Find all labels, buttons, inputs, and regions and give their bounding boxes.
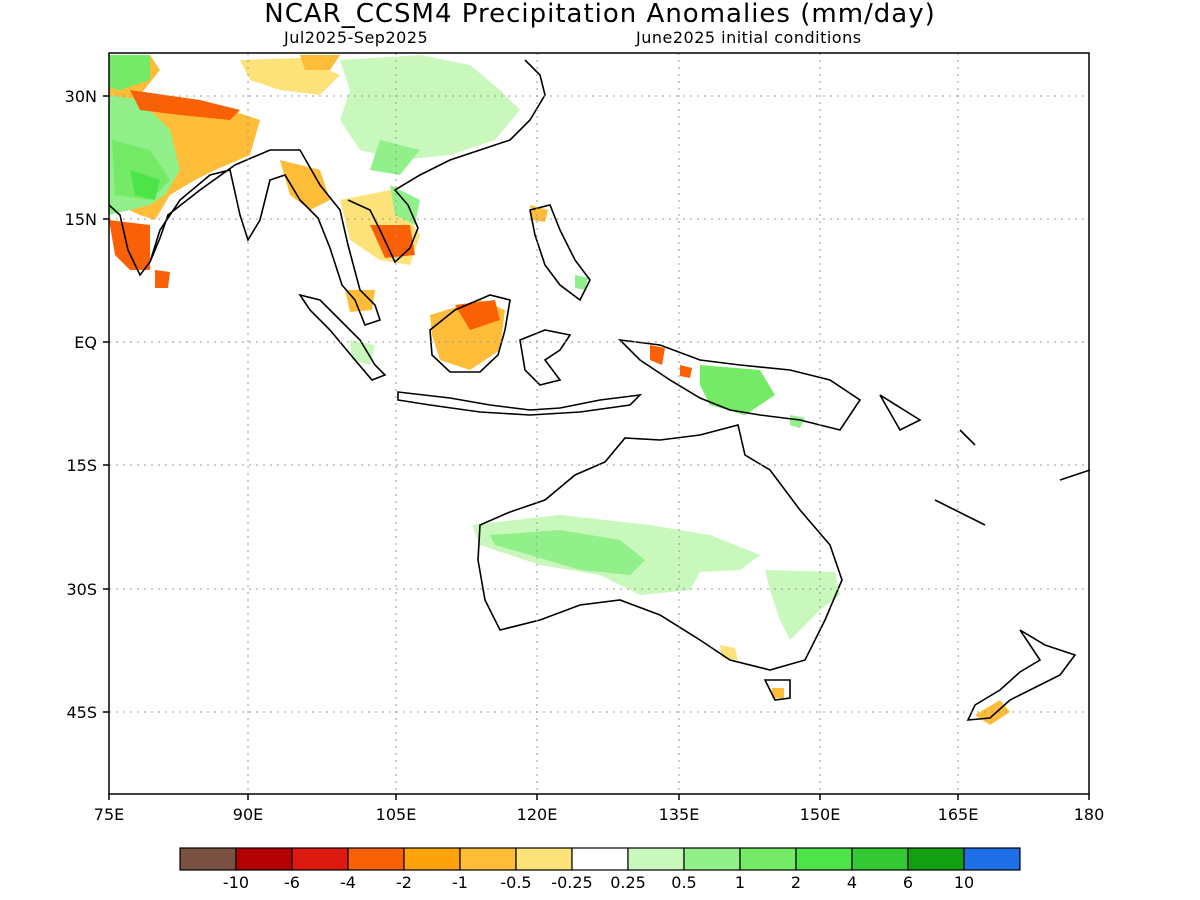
- anomaly-region-pakistan: [109, 55, 150, 90]
- lat-label: EQ: [74, 333, 97, 352]
- colorbar-swatch: [403, 847, 461, 871]
- lon-label: 90E: [233, 805, 263, 824]
- coastline-south-asia: [108, 149, 382, 326]
- map-frame: [108, 52, 1090, 795]
- colorbar-tick-label: -0.5: [500, 873, 531, 892]
- colorbar-swatch: [795, 847, 853, 871]
- colorbar-swatch: [739, 847, 797, 871]
- colorbar-swatch: [459, 847, 517, 871]
- lat-label: 15S: [66, 456, 97, 475]
- anomaly-region-new-guinea-spot: [680, 365, 692, 378]
- colorbar-swatch: [683, 847, 741, 871]
- anomaly-shading: [109, 55, 1010, 725]
- lon-label: 180: [1074, 805, 1105, 824]
- anomaly-region-myanmar: [280, 160, 330, 210]
- coastlines: [108, 59, 1091, 721]
- colorbar-tick-label: -1: [452, 873, 468, 892]
- anomaly-region-himalaya: [130, 90, 240, 120]
- colorbar-swatch: [907, 847, 965, 871]
- colorbar-tick-label: -4: [340, 873, 356, 892]
- coastline-sulawesi: [519, 329, 572, 386]
- coastline-pacific-islands: [879, 394, 1091, 526]
- lon-label: 75E: [94, 805, 124, 824]
- coastline-east-asia: [347, 59, 546, 264]
- anomaly-region-borneo-north: [455, 300, 500, 330]
- anomaly-region-new-guinea: [700, 365, 775, 415]
- colorbar-tick-label: 0.5: [671, 873, 696, 892]
- anomaly-region-srilanka: [155, 270, 170, 288]
- lon-label: 135E: [659, 805, 700, 824]
- colorbar-tick-label: -10: [223, 873, 249, 892]
- figure-title: NCAR_CCSM4 Precipitation Anomalies (mm/d…: [264, 0, 936, 29]
- colorbar-tick-label: -6: [284, 873, 300, 892]
- anomaly-region-india-south: [109, 220, 150, 270]
- anomaly-region-south-china: [370, 140, 420, 175]
- lat-ticks: [103, 95, 109, 713]
- coastline-new-guinea: [617, 338, 862, 431]
- colorbar-tick-label: 1: [735, 873, 745, 892]
- colorbar-swatch: [851, 847, 909, 871]
- map-background: [109, 53, 1089, 794]
- map-panel: [108, 52, 1091, 795]
- gridlines: [109, 53, 1089, 794]
- coastline-new-zealand: [966, 629, 1077, 721]
- colorbar-swatch: [179, 847, 237, 871]
- coastline-sumatra: [298, 293, 387, 381]
- colorbar-tick-label: -0.25: [551, 873, 592, 892]
- forecast-period: Jul2025-Sep2025: [284, 28, 429, 47]
- colorbar-swatch: [347, 847, 405, 871]
- colorbar-tick-label: 0.25: [610, 873, 646, 892]
- anomaly-region-new-guinea-west: [650, 345, 665, 365]
- coastline-java: [397, 391, 643, 416]
- coastline-australia: [477, 424, 843, 671]
- anomaly-region-india-strong: [130, 170, 160, 200]
- lon-labels: 75E 90E 105E 120E 135E 150E 165E 180: [94, 805, 1105, 824]
- anomaly-region-tibet-north: [300, 55, 340, 70]
- colorbar-tick-label: 10: [954, 873, 974, 892]
- colorbar-tick-label: 4: [847, 873, 857, 892]
- anomaly-region-png-east: [790, 415, 805, 428]
- colorbar-tick-label: -2: [396, 873, 412, 892]
- colorbar-swatch: [515, 847, 573, 871]
- anomaly-region-australia-core: [490, 530, 645, 575]
- anomaly-region-china: [340, 55, 520, 160]
- colorbar-swatch: [963, 847, 1021, 871]
- colorbar-swatch: [235, 847, 293, 871]
- lat-label: 30N: [65, 87, 97, 106]
- lon-label: 165E: [938, 805, 979, 824]
- lon-label: 150E: [800, 805, 841, 824]
- anomaly-region-mindanao: [575, 275, 588, 290]
- colorbar-tick-label: 2: [791, 873, 801, 892]
- coastline-philippines: [529, 204, 591, 302]
- lat-label: 45S: [66, 703, 97, 722]
- colorbar-tick-label: 6: [903, 873, 913, 892]
- lon-label: 105E: [376, 805, 417, 824]
- lat-labels: 30N 15N EQ 15S 30S 45S: [65, 87, 97, 722]
- colorbar-swatch: [627, 847, 685, 871]
- lat-label: 30S: [66, 580, 97, 599]
- colorbar-swatch: [571, 847, 629, 871]
- lon-ticks: [108, 794, 1090, 800]
- colorbar-labels: -10 -6 -4 -2 -1 -0.5 -0.25 0.25 0.5 1 2 4 6 10: [223, 873, 974, 892]
- anomaly-region-sumatra: [345, 290, 375, 312]
- anomaly-region-tasmania: [772, 688, 784, 698]
- anomaly-region-australia-east: [765, 570, 840, 640]
- anomaly-region-sumatra-south: [350, 340, 375, 365]
- initial-conditions: June2025 initial conditions: [636, 28, 862, 47]
- colorbar: [179, 847, 1021, 871]
- lat-label: 15N: [65, 210, 97, 229]
- lon-label: 120E: [517, 805, 558, 824]
- coastline-tasmania: [763, 679, 791, 701]
- colorbar-swatch: [291, 847, 349, 871]
